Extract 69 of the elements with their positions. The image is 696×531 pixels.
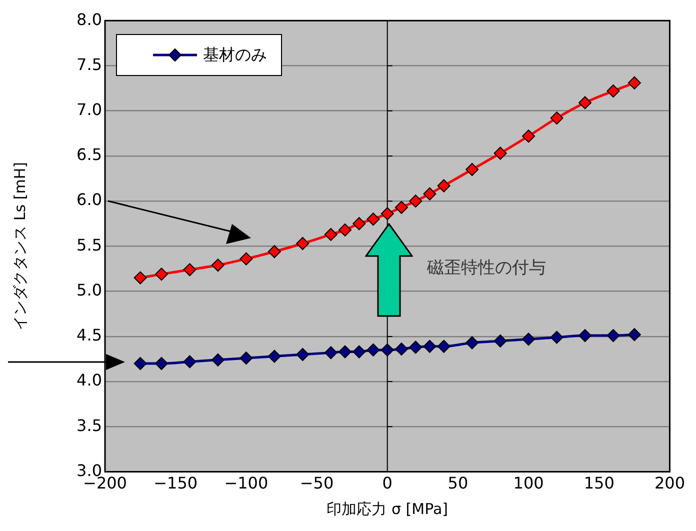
point xyxy=(268,350,281,363)
y-tick-label: 3.5 xyxy=(76,416,102,435)
x-tick-label: −150 xyxy=(154,474,198,493)
y-tick-label: 7.5 xyxy=(76,54,102,74)
point xyxy=(338,223,352,236)
x-tick-label: −50 xyxy=(300,474,334,493)
legend: 基材のみ xyxy=(116,34,282,76)
point xyxy=(550,112,564,125)
point xyxy=(578,96,592,110)
point xyxy=(494,146,507,160)
point xyxy=(296,348,310,361)
point xyxy=(134,271,147,284)
y-tick-label: 5.0 xyxy=(76,280,102,300)
point xyxy=(380,207,394,220)
x-tick-label: 50 xyxy=(448,474,468,493)
y-tick-label: 4.0 xyxy=(76,370,102,390)
y-tick-label: 5.5 xyxy=(76,235,102,254)
legend-label: 基材のみ xyxy=(203,44,267,66)
x-tick-label: −100 xyxy=(224,474,268,493)
point xyxy=(211,353,224,366)
point xyxy=(578,329,592,342)
point xyxy=(409,194,422,208)
point xyxy=(423,340,436,353)
point xyxy=(154,357,168,370)
y-tick-label: 6.0 xyxy=(76,190,102,210)
x-tick-label: 150 xyxy=(584,474,614,493)
point xyxy=(466,336,479,350)
point xyxy=(522,130,536,143)
x-axis-title: 印加応力 σ [MPa] xyxy=(326,500,448,518)
x-tick-label: 200 xyxy=(654,474,686,493)
point xyxy=(522,332,536,346)
point xyxy=(628,328,641,342)
point xyxy=(183,355,196,368)
point xyxy=(352,217,366,230)
point xyxy=(366,212,380,226)
point xyxy=(366,343,380,356)
x-tick-label: 0 xyxy=(382,474,392,493)
point xyxy=(324,346,338,360)
point xyxy=(154,268,168,281)
annotation: 磁歪特性の付与 xyxy=(426,258,546,278)
point xyxy=(550,330,564,344)
y-tick-label: 4.5 xyxy=(76,326,102,345)
point xyxy=(268,245,281,258)
point xyxy=(324,228,338,241)
x-tick-label: 100 xyxy=(513,474,544,493)
point xyxy=(296,236,310,250)
point xyxy=(240,352,253,365)
point xyxy=(394,342,408,356)
point xyxy=(134,357,147,370)
point xyxy=(628,76,641,90)
point xyxy=(437,340,450,353)
point xyxy=(211,258,224,272)
point xyxy=(423,187,436,200)
point xyxy=(240,252,253,266)
point xyxy=(437,179,450,192)
point xyxy=(380,343,394,356)
y-axis-title: インダクタンス Ls [mH] xyxy=(10,162,29,330)
point xyxy=(352,345,366,358)
point xyxy=(409,340,422,354)
point xyxy=(394,200,408,214)
point xyxy=(183,263,196,276)
y-tick-label: 7.0 xyxy=(76,100,102,119)
point xyxy=(338,345,352,358)
point xyxy=(606,329,620,342)
y-tick-label: 8.0 xyxy=(76,10,102,29)
y-tick-label: 6.5 xyxy=(76,145,102,164)
point xyxy=(466,162,479,176)
point xyxy=(606,84,620,98)
point xyxy=(494,334,507,348)
